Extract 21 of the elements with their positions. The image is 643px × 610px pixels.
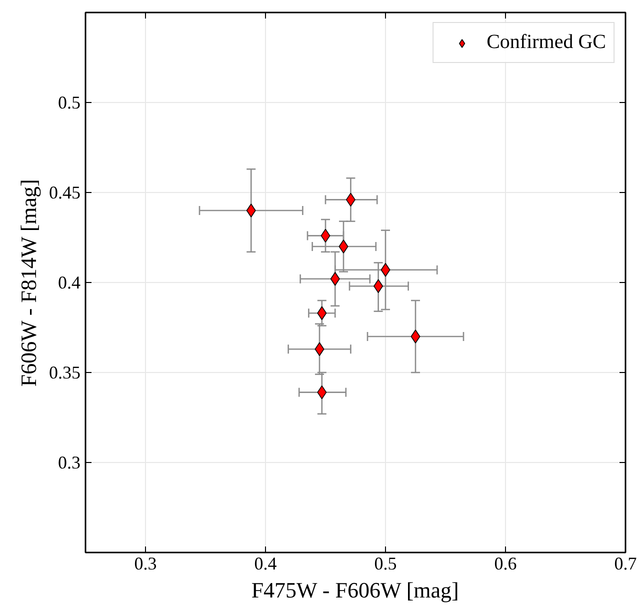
- x-tick-label: 0.7: [614, 554, 637, 574]
- y-tick-label: 0.3: [58, 452, 80, 472]
- point: [380, 263, 390, 277]
- x-tick-label: 0.3: [134, 554, 157, 574]
- y-axis-title: F606W - F814W [mag]: [16, 179, 41, 387]
- point: [374, 279, 384, 293]
- x-tick-label: 0.4: [254, 554, 277, 574]
- point: [246, 204, 256, 218]
- x-tick-label: 0.6: [494, 554, 517, 574]
- legend-label: Confirmed GC: [486, 31, 606, 54]
- y-tick-label: 0.4: [58, 272, 80, 292]
- x-axis-title: F475W - F606W [mag]: [251, 578, 459, 602]
- x-tick-label: 0.5: [374, 554, 397, 574]
- y-tick-label: 0.45: [49, 182, 80, 202]
- point: [410, 330, 420, 344]
- point: [317, 306, 327, 320]
- point: [338, 240, 348, 254]
- point: [314, 342, 324, 356]
- y-tick-label: 0.35: [49, 362, 80, 382]
- y-tick-label: 0.5: [58, 92, 80, 112]
- point: [330, 272, 340, 286]
